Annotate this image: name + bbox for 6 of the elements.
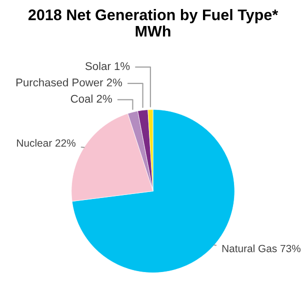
slice-label: Coal 2%: [70, 94, 112, 103]
chart-title: 2018 Net Generation by Fuel Type* MWh: [28, 9, 278, 37]
slice-label: Solar 1%: [85, 62, 130, 70]
slice-label: Natural Gas 73%: [222, 244, 301, 252]
slice-label: Nuclear 22%: [17, 139, 76, 147]
slice-label: Purchased Power 2%: [16, 78, 122, 86]
